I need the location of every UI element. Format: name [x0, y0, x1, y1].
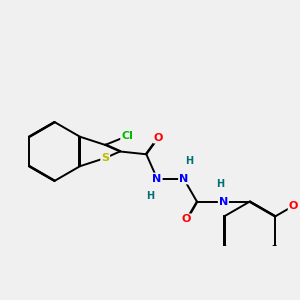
Text: Cl: Cl: [121, 131, 133, 141]
Text: H: H: [216, 179, 224, 189]
Text: N: N: [219, 196, 228, 206]
Text: S: S: [101, 153, 109, 163]
Text: H: H: [185, 156, 194, 166]
Text: O: O: [154, 133, 163, 142]
Text: O: O: [289, 201, 298, 211]
Text: N: N: [152, 173, 162, 184]
Text: N: N: [179, 173, 188, 184]
Text: H: H: [146, 191, 154, 201]
Text: O: O: [182, 214, 191, 224]
